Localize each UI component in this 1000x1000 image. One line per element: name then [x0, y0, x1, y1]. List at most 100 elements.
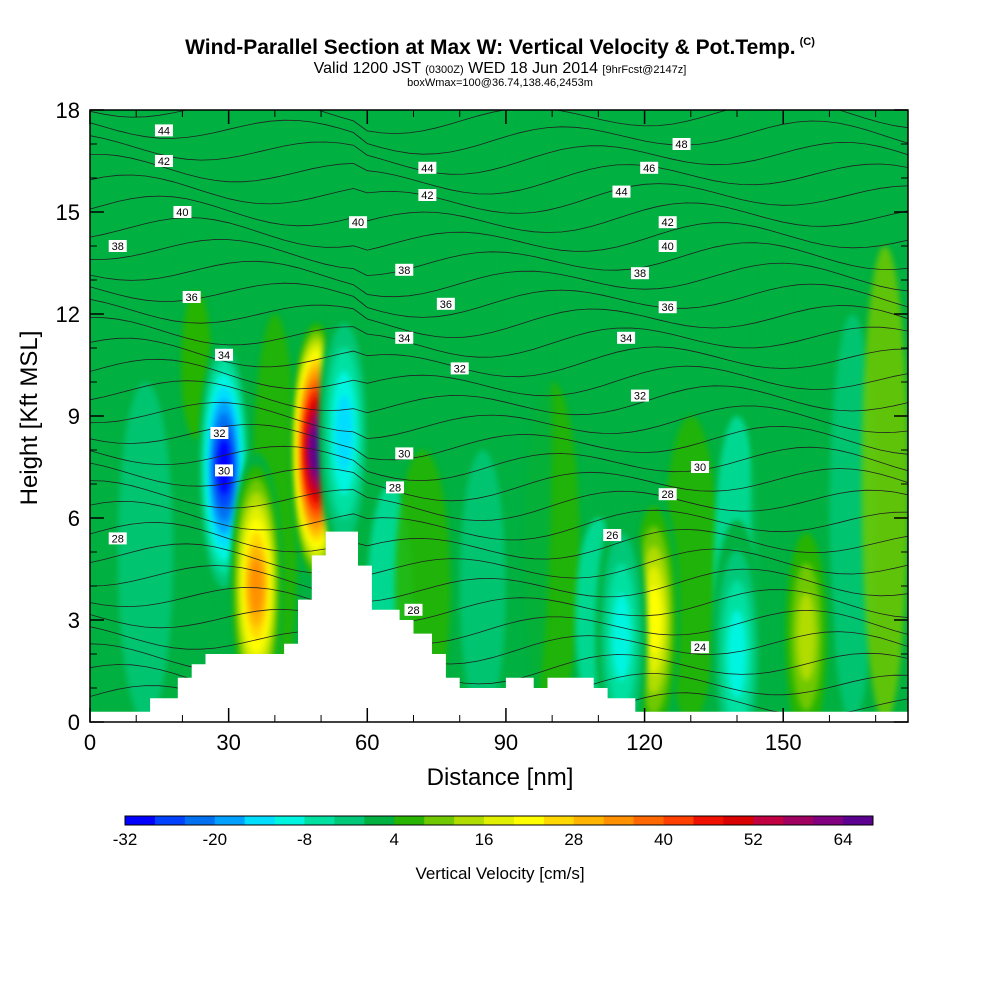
chart-title: Wind-Parallel Section at Max W: Vertical…	[185, 36, 815, 59]
theta-contour-label-text: 42	[421, 190, 433, 202]
theta-contour-label: 30	[395, 447, 414, 460]
theta-contour-label: 36	[182, 291, 201, 304]
velocity-feature	[646, 586, 662, 654]
terrain	[90, 531, 908, 722]
y-tick-label: 3	[68, 608, 80, 633]
colorbar-swatch	[783, 816, 814, 825]
colorbar-swatch	[154, 816, 186, 825]
theta-contour-label: 26	[603, 529, 622, 542]
colorbar-swatch	[244, 816, 276, 825]
theta-contour-label-text: 32	[634, 391, 646, 403]
theta-contour-label: 42	[418, 189, 437, 202]
theta-contour-label: 24	[691, 641, 710, 654]
theta-contour	[90, 565, 908, 603]
theta-contour-label: 42	[658, 216, 677, 229]
colorbar-tick-label: 16	[475, 830, 494, 849]
theta-contour	[90, 110, 908, 135]
chart-subtitle: Valid 1200 JST (0300Z) WED 18 Jun 2014 […	[313, 60, 687, 77]
colorbar-swatch	[334, 816, 365, 825]
theta-contour	[90, 424, 908, 461]
theta-contour	[90, 608, 908, 645]
theta-contour-label: 38	[395, 263, 414, 277]
theta-contour	[90, 337, 908, 378]
theta-contour-label: 32	[450, 362, 469, 375]
theta-contour-label: 32	[630, 389, 649, 403]
theta-contour	[90, 380, 908, 416]
theta-contour	[90, 500, 908, 541]
theta-contour	[90, 587, 908, 624]
theta-contour-label-text: 42	[158, 156, 170, 168]
theta-contour	[90, 174, 908, 214]
colorbar-swatch	[543, 816, 575, 825]
theta-contour-label-text: 36	[186, 292, 198, 304]
theta-contour-label: 28	[386, 481, 405, 494]
theta-contour-label-text: 30	[218, 465, 230, 477]
theta-contour	[90, 522, 908, 560]
theta-contour-label-text: 40	[352, 217, 364, 229]
theta-contour-label: 32	[210, 427, 229, 440]
theta-contour-label-text: 32	[213, 428, 225, 440]
theta-contour	[90, 260, 908, 298]
theta-contour-label: 38	[630, 267, 649, 280]
theta-contour-label: 28	[658, 488, 677, 501]
theta-contour-label: 44	[418, 161, 437, 175]
theta-contour	[90, 462, 908, 502]
colorbar-swatch	[424, 816, 455, 825]
colorbar-swatch	[513, 816, 545, 825]
theta-contour	[90, 317, 908, 358]
x-tick-label: 90	[494, 730, 518, 755]
theta-contour	[90, 195, 908, 233]
theta-contour-label-text: 38	[398, 265, 410, 277]
theta-contour	[90, 119, 908, 155]
colorbar-swatch	[454, 816, 485, 825]
colorbar-swatch	[274, 816, 306, 825]
colorbar-tick-label: -32	[113, 830, 138, 849]
colorbar-tick-label: 52	[744, 830, 763, 849]
theta-contour	[90, 480, 908, 522]
velocity-band	[117, 382, 174, 722]
theta-contour-label-text: 34	[620, 333, 632, 345]
theta-contour-label: 38	[108, 240, 127, 253]
theta-contour	[90, 239, 908, 277]
colorbar: -32 -20 -8 4 16 28 40 52 64	[113, 815, 874, 849]
velocity-feature	[727, 610, 747, 698]
colorbar-tick-label: -8	[297, 830, 312, 849]
theta-contour-label: 48	[672, 138, 691, 151]
plot-area: 44 42 40 38 36 34 32 30 28 44 42 40 38 36 34 32 30 28 28 48…	[90, 110, 908, 722]
theta-contour-label: 40	[349, 216, 368, 229]
theta-contour-label: 30	[691, 461, 710, 474]
colorbar-swatch	[723, 816, 754, 825]
colorbar-swatch	[603, 816, 635, 825]
colorbar-label: Vertical Velocity [cm/s]	[415, 864, 585, 883]
theta-contour-label: 34	[215, 348, 234, 362]
theta-contour-label: 44	[154, 124, 173, 137]
theta-contour-label-text: 24	[694, 642, 706, 654]
x-tick-label: 30	[216, 730, 240, 755]
colorbar-swatch	[125, 816, 156, 825]
theta-contour-label: 28	[404, 603, 423, 617]
theta-contour-label: 36	[658, 301, 677, 314]
velocity-feature	[796, 593, 816, 681]
velocity-band	[505, 110, 553, 722]
y-tick-label: 18	[56, 98, 80, 123]
theta-contour-label-text: 42	[662, 217, 674, 229]
colorbar-tick-label: 4	[390, 830, 399, 849]
theta-contour-label-text: 44	[158, 125, 170, 137]
theta-contour	[90, 402, 908, 440]
theta-contour-label-text: 28	[662, 489, 674, 501]
velocity-feature	[335, 395, 353, 471]
theta-contour	[90, 543, 908, 579]
theta-contour	[90, 135, 908, 175]
theta-contour	[90, 282, 908, 318]
theta-contour-label: 42	[154, 155, 173, 168]
theta-contour-label: 30	[215, 464, 234, 477]
theta-contour-label: 44	[612, 185, 631, 199]
theta-contour-label-text: 48	[675, 139, 687, 151]
theta-contour-label-text: 30	[694, 462, 706, 474]
x-tick-label: 120	[626, 730, 663, 755]
theta-contour-label-text: 38	[112, 241, 124, 253]
colorbar-swatch	[304, 816, 335, 825]
colorbar-swatch	[663, 816, 694, 825]
y-axis-label: Height [Kft MSL]	[16, 330, 43, 506]
theta-contour-label-text: 28	[389, 482, 401, 494]
